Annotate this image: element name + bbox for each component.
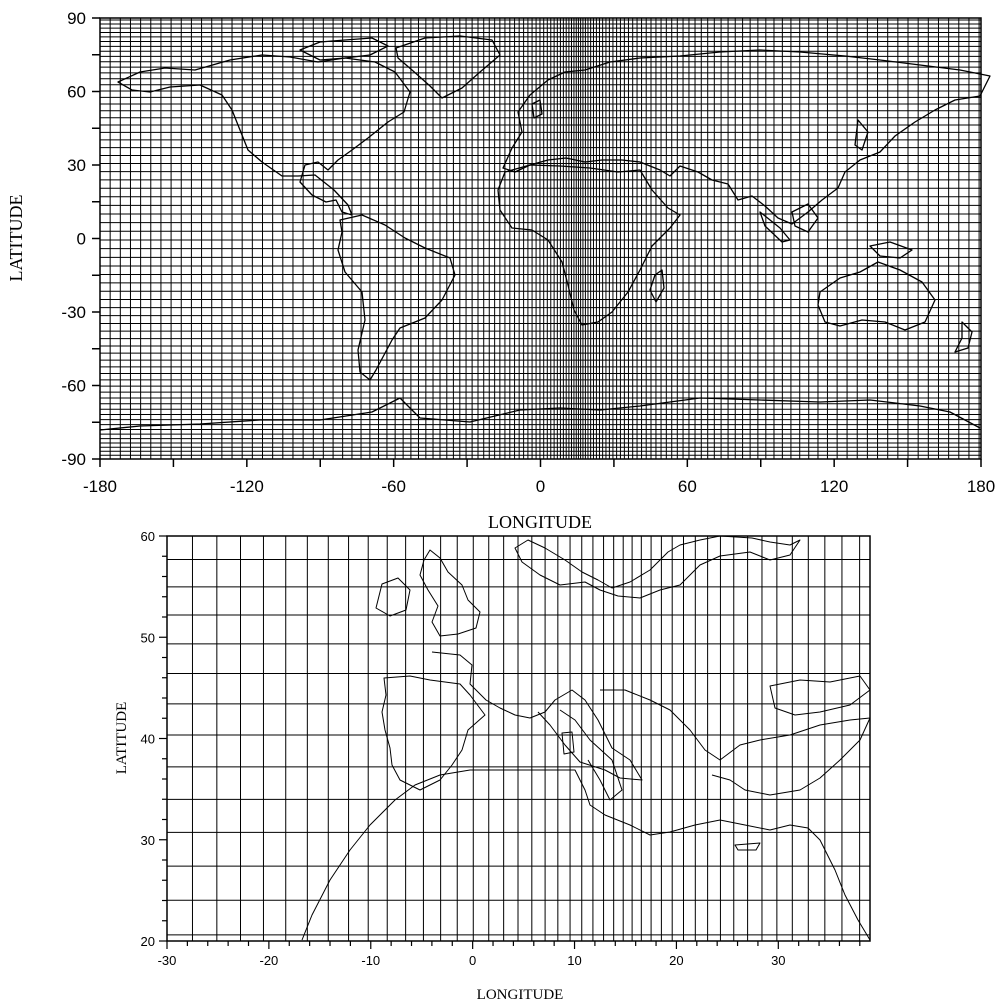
coastline-north-africa: [301, 769, 871, 941]
regional-model-grid: [167, 536, 870, 941]
regional-x-axis-title: LONGITUDE: [477, 987, 564, 1003]
coastline-canadian-archipelago: [299, 37, 389, 61]
y-tick-label: -90: [61, 450, 86, 469]
x-tick-label: 20: [669, 953, 683, 968]
coastline-new-zealand: [954, 321, 973, 353]
y-tick-label: -60: [61, 377, 86, 396]
global-x-ticks: -180 -120 -60 0 60 120 180: [83, 459, 995, 496]
coastline-antarctica: [99, 397, 981, 431]
coastline-scandinavia: [514, 535, 801, 599]
x-tick-label: 60: [678, 477, 697, 496]
x-tick-label: -120: [230, 477, 264, 496]
x-tick-label: 120: [820, 477, 848, 496]
x-tick-label: 180: [967, 477, 995, 496]
coastline-japan: [854, 119, 869, 151]
global-y-ticks: -90 -60 -30 0 30 60 90: [61, 9, 100, 469]
y-tick-label: 0: [77, 230, 86, 249]
coastline-new-guinea: [869, 241, 913, 259]
coastline-africa: [497, 164, 681, 326]
x-tick-label: 0: [469, 953, 476, 968]
y-tick-label: 50: [141, 630, 155, 645]
global-map-panel: -180 -120 -60 0 60 120 180 -90 -60 -30 0 30 60 90 LO…: [6, 9, 995, 532]
y-tick-label: 90: [67, 9, 86, 28]
regional-map-panel: -30 -20 -10 0 10 20 30 20 30 40 50 60 LONGITUDE LA…: [114, 529, 871, 1003]
regional-y-axis-title: LATITUDE: [114, 702, 130, 774]
x-tick-label: -20: [259, 953, 278, 968]
coastline-balkans-turkey: [600, 689, 871, 796]
y-tick-label: 60: [67, 83, 86, 102]
regional-coastlines: [301, 535, 871, 941]
y-tick-label: 40: [141, 732, 155, 747]
coastline-europe-asia: [502, 49, 991, 225]
x-tick-label: 30: [771, 953, 785, 968]
coastline-great-britain: [419, 549, 481, 637]
x-tick-label: -10: [361, 953, 380, 968]
coastline-ireland: [375, 577, 411, 617]
regional-x-ticks: -30 -20 -10 0 10 20 30: [158, 941, 861, 968]
coastline-italy: [559, 709, 623, 801]
coastline-sumatra: [759, 211, 791, 243]
coastline-greenland: [395, 35, 501, 99]
x-tick-label: -30: [158, 953, 177, 968]
x-tick-label: 0: [536, 477, 545, 496]
coastline-sardinia: [561, 731, 575, 755]
regional-y-ticks: 20 30 40 50 60: [141, 529, 167, 949]
coastline-north-america: [117, 54, 411, 216]
y-tick-label: 20: [141, 934, 155, 949]
coastline-france: [431, 651, 643, 781]
y-tick-label: -30: [61, 303, 86, 322]
x-tick-label: -180: [83, 477, 117, 496]
coastline-uk: [531, 99, 543, 119]
coastline-australia: [817, 261, 936, 331]
x-tick-label: -60: [381, 477, 406, 496]
y-tick-label: 30: [141, 833, 155, 848]
global-coastlines: [99, 35, 991, 431]
x-tick-label: 10: [567, 953, 581, 968]
coastline-black-sea: [769, 675, 871, 716]
global-y-axis-title: LATITUDE: [6, 195, 26, 282]
y-tick-label: 60: [141, 529, 155, 544]
coastline-iberia: [381, 675, 486, 791]
global-model-grid: [99, 18, 981, 460]
coastline-cyprus: [734, 842, 761, 851]
global-x-axis-title: LONGITUDE: [488, 512, 592, 532]
y-tick-label: 30: [67, 156, 86, 175]
coastline-madagascar: [649, 269, 665, 303]
coastline-borneo: [791, 203, 819, 233]
coastline-south-america: [337, 214, 456, 381]
